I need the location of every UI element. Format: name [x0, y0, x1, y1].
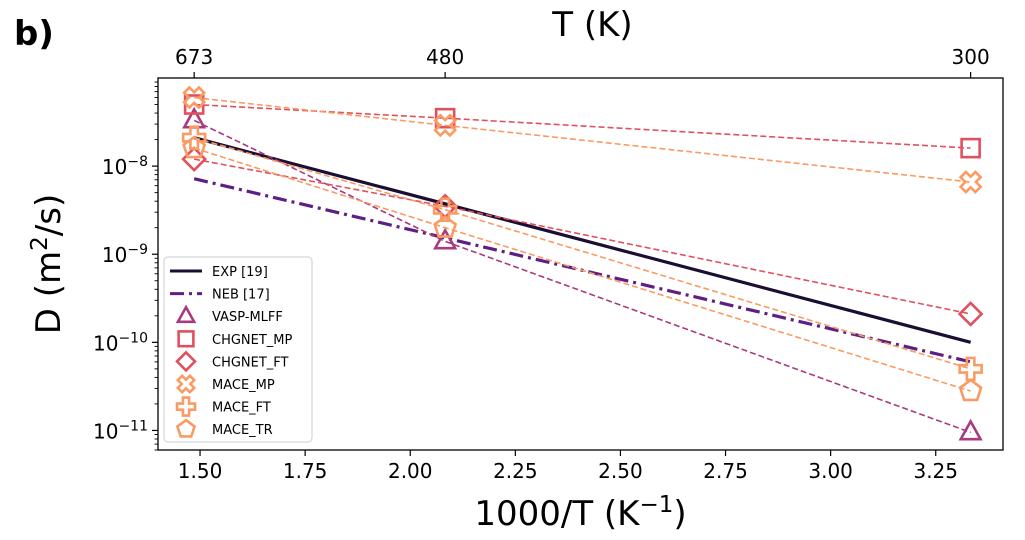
legend-item: MACE_FT: [175, 396, 271, 417]
legend-marker: [175, 396, 197, 417]
series-mace-mp: [182, 85, 983, 194]
x-tick-label: 2.75: [703, 459, 748, 483]
legend-item: MACE_TR: [175, 418, 273, 438]
data-point: [433, 215, 458, 238]
data-point: [958, 356, 983, 382]
x-tick-label: 1.50: [178, 459, 223, 483]
legend-item: NEB [17]: [170, 288, 270, 303]
data-point: [433, 113, 458, 138]
x-tick-label: 3.00: [808, 459, 853, 483]
x-tick-label: 2.25: [493, 459, 538, 483]
legend: EXP [19] NEB [17] VASP-MLFF CHGNET_MP CHGNET…: [163, 256, 313, 443]
series-line: [193, 136, 972, 344]
legend-label: NEB [17]: [212, 288, 270, 303]
legend-frame: [163, 256, 313, 443]
y-axis-label: D (m2/s): [27, 194, 69, 334]
legend-marker: [175, 418, 197, 438]
legend-label: CHGNET_FT: [212, 355, 289, 370]
legend-marker: [175, 373, 197, 395]
y-tick-label: 10−9: [102, 242, 148, 267]
legend-label: MACE_FT: [212, 401, 271, 416]
top-x-tick-label: 480: [426, 45, 464, 69]
legend-label: EXP [19]: [212, 265, 268, 280]
x-axis-label: 1000/T (K−1): [474, 492, 686, 534]
data-point: [958, 418, 983, 441]
data-point: [433, 227, 458, 250]
series-connector-line: [193, 119, 971, 434]
series-connector-line: [193, 136, 971, 370]
data-point: [182, 85, 207, 110]
x-tick-label: 2.50: [598, 459, 643, 483]
series-connector-line: [194, 158, 971, 315]
x-tick-label: 3.25: [913, 459, 958, 483]
y-tick-label: 10−10: [93, 330, 148, 355]
plot-frame: [157, 77, 1004, 451]
legend-marker: [175, 304, 197, 324]
x-tick-label: 1.75: [283, 459, 328, 483]
series-exp-19: [193, 136, 972, 344]
y-tick-label: 10−8: [102, 154, 148, 179]
legend-item: CHGNET_MP: [177, 330, 293, 348]
top-x-axis-label: T (K): [551, 5, 632, 45]
data-point: [960, 137, 981, 159]
data-point: [957, 301, 984, 327]
legend-label: CHGNET_MP: [212, 333, 293, 348]
legend-item: EXP [19]: [170, 265, 268, 280]
panel-label: b): [14, 14, 54, 54]
data-point: [958, 378, 983, 402]
data-point: [182, 106, 207, 129]
data-point: [182, 135, 207, 159]
legend-item: MACE_MP: [175, 373, 275, 395]
top-x-tick-label: 673: [175, 45, 213, 69]
series-chgnet-mp: [183, 94, 981, 159]
series-mace-tr: [182, 135, 983, 402]
legend-marker: [177, 330, 195, 348]
legend-label: VASP-MLFF: [212, 310, 283, 325]
legend-label: MACE_MP: [212, 378, 275, 393]
legend-item: VASP-MLFF: [175, 304, 283, 325]
y-tick-label: 10−11: [93, 418, 148, 443]
legend-label: MACE_TR: [212, 423, 273, 438]
series-connector-line: [194, 96, 971, 183]
top-x-tick-label: 300: [952, 45, 990, 69]
legend-item: CHGNET_FT: [175, 350, 289, 373]
series-connector-line: [193, 147, 971, 392]
legend-marker: [175, 350, 197, 373]
x-tick-label: 2.00: [388, 459, 433, 483]
data-point: [958, 170, 983, 194]
series-connector-line: [194, 103, 971, 149]
